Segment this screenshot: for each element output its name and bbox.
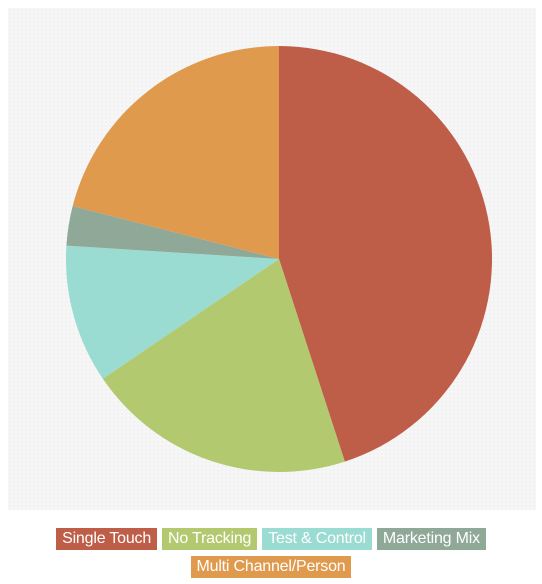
pie-slice-marketing-mix[interactable]	[66, 206, 279, 259]
pie-slice-test-control[interactable]	[66, 245, 279, 379]
legend-item-no-tracking[interactable]: No Tracking	[162, 528, 258, 550]
legend-item-test-control[interactable]: Test & Control	[262, 528, 372, 550]
legend-item-single-touch[interactable]: Single Touch	[56, 528, 158, 550]
legend-item-marketing-mix[interactable]: Marketing Mix	[376, 528, 486, 550]
pie-slice-single-touch[interactable]	[279, 46, 493, 462]
legend: Single Touch No Tracking Test & Control Mar…	[0, 528, 542, 578]
pie-slice-multi-channel-person[interactable]	[72, 46, 279, 259]
pie-slice-no-tracking[interactable]	[102, 259, 345, 473]
pie-chart	[66, 46, 493, 473]
legend-item-multi-channel-person[interactable]: Multi Channel/Person	[190, 556, 352, 578]
